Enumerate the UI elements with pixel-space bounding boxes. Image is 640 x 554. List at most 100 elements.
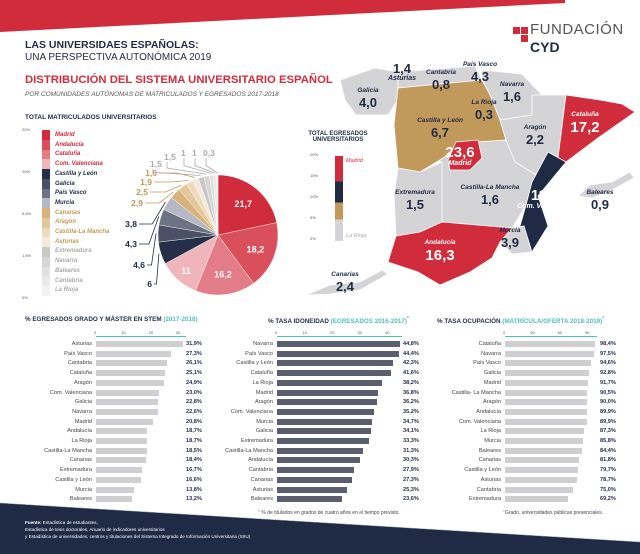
- bar-category-label: Baleares: [478, 447, 501, 454]
- bar-category-label: Castilla-La Mancha: [44, 447, 92, 454]
- bar-row: Madrid 36,8%: [0, 389, 640, 397]
- bar: [96, 438, 148, 444]
- scale-tick: 0%: [310, 236, 316, 241]
- bar-category-label: Navarra: [72, 408, 92, 415]
- legend-swatch: [42, 256, 50, 267]
- bar-row: Cataluña 41,6%: [0, 369, 640, 377]
- bar-value-label: 94,6%: [600, 360, 616, 367]
- bar-category-label: Extremadura: [468, 496, 501, 503]
- bar: [96, 476, 142, 483]
- bar-category-label: Com. Valenciana: [458, 418, 501, 425]
- bar-category-label: Murcia: [484, 438, 501, 444]
- map-region-value: 16,3: [425, 246, 455, 264]
- bar-row: Madrid 20,8%: [0, 418, 640, 426]
- bar-value-label: 75,0%: [600, 486, 616, 493]
- bar-value-label: 79,7%: [600, 467, 616, 474]
- bar: [505, 486, 574, 493]
- bar-row: Baleares 84,4%: [0, 447, 640, 455]
- bar: [505, 418, 587, 425]
- bar-row: Madrid 91,7%: [0, 379, 640, 387]
- map-region-name: País Vasco: [462, 61, 498, 68]
- legend-swatch: [42, 286, 50, 296]
- ocupacion-footnote: *Grado, universidades públicas presencia…: [503, 510, 604, 516]
- map-region-label: País Vasco 4,3: [450, 61, 510, 82]
- bar-category-label: Madrid: [255, 389, 273, 396]
- bar: [505, 476, 577, 483]
- bar-value-label: 18,7%: [186, 438, 202, 444]
- bar-value-label: 41,6%: [403, 370, 419, 377]
- bar-row: Cantabria 27,9%: [0, 466, 640, 474]
- pie-label: 3,8: [125, 219, 137, 229]
- bar-category-label: Navarra: [481, 350, 501, 357]
- scale-tick: 15%: [310, 173, 319, 178]
- map-region-value: 0,8: [431, 76, 451, 92]
- bar-row: Extremadura 16,7%: [0, 466, 640, 474]
- bar-category-label: Galicia: [483, 370, 501, 377]
- axis-tick-label: 0: [94, 330, 97, 335]
- map-region-label: Navarra 1,6: [482, 81, 542, 102]
- spain-map: [305, 65, 636, 296]
- bar-row: Com. Valenciana 89,9%: [0, 418, 640, 426]
- axis-tick-label: 40: [385, 330, 390, 335]
- legend-label: Madrid: [55, 132, 75, 138]
- pie-leader-line: [154, 179, 189, 183]
- map-region-name: Asturias: [387, 75, 416, 82]
- pie-label: 18,2: [247, 244, 265, 254]
- bar: [277, 486, 347, 493]
- bar-value-label: 35,2%: [403, 408, 419, 415]
- bar-row: Navarra 22,6%: [0, 408, 640, 416]
- bar-row: Asturias 78,7%: [0, 476, 640, 484]
- pie-leader-line: [147, 233, 157, 266]
- legend-label: Cantabria: [55, 277, 83, 284]
- bar-category-label: Navarra: [253, 341, 273, 347]
- legend-label: Castilla-La Mancha: [55, 229, 110, 236]
- pie-label: 0,3: [203, 148, 215, 158]
- bar: [505, 457, 580, 464]
- pie-label: 6: [147, 279, 152, 289]
- map-region-label: Canarias 2,4: [315, 271, 375, 292]
- bar: [505, 350, 594, 357]
- legend-label: Galicia: [55, 180, 75, 187]
- bar-category-label: Aragón: [73, 379, 92, 386]
- pie-label: 1,5: [164, 152, 176, 162]
- legend-label: Navarra: [55, 258, 78, 265]
- bar-row: Canarias 18,4%: [0, 456, 640, 464]
- region-madrid: [447, 139, 483, 171]
- axis-tick-label: 10: [121, 330, 126, 335]
- pie-legend: Madrid Andalucía Cataluña Com. Valenciana Ca…: [55, 131, 109, 296]
- legend-label: Baleares: [55, 267, 81, 274]
- bar: [277, 350, 400, 357]
- legend-swatch: [42, 266, 50, 277]
- bar-category-label: Baleares: [69, 496, 92, 503]
- legend-swatch: [42, 217, 50, 228]
- bar-value-label: 36,2%: [403, 399, 419, 406]
- bar: [96, 418, 153, 425]
- bar-category-label: Com. Valenciana: [49, 389, 92, 396]
- pie-label: 1,6: [145, 168, 157, 178]
- axis-tick-label: 30: [530, 330, 535, 335]
- bar-row: Asturias 31,9%: [0, 340, 640, 348]
- bar-row: Murcia 13,8%: [0, 486, 640, 494]
- pie-leader-line: [139, 201, 166, 225]
- bar-value-label: 44,4%: [403, 350, 419, 357]
- bar-value-label: 18,4%: [186, 457, 202, 464]
- bar: [277, 360, 394, 367]
- bar-row: Extremadura 33,3%: [0, 437, 640, 445]
- top-red-band: [0, 0, 565, 32]
- bar-value-label: 31,9%: [186, 341, 202, 347]
- bar-value-label: 25,3%: [403, 486, 419, 493]
- footer-navy-band: [0, 503, 640, 554]
- scale-tick: 10%: [22, 169, 31, 174]
- legend-label: País Vasco: [55, 190, 87, 197]
- map-region-label: La Rioja 0,3: [454, 99, 514, 120]
- bar-category-label: La Rioja: [252, 379, 273, 386]
- map-region-label: 23,6 Madrid: [430, 145, 490, 167]
- bar-row: Cantabria 75,0%: [0, 486, 640, 494]
- bar-value-label: 20,8%: [186, 418, 202, 425]
- bar-value-label: 90,0%: [600, 399, 616, 406]
- bar-category-label: Canarias: [250, 476, 273, 483]
- map-region-value: 0,9: [590, 196, 610, 212]
- scale-tick: 22%: [22, 127, 31, 132]
- bar-category-label: Murcia: [75, 486, 92, 493]
- pie-leader-line: [145, 191, 174, 204]
